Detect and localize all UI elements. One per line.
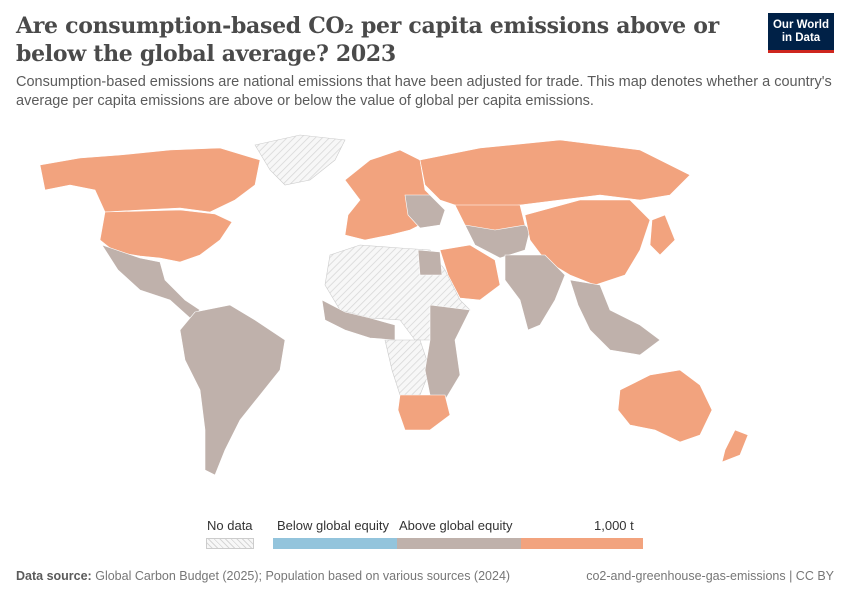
legend-max-label: 1,000 t <box>594 518 634 533</box>
source-label: Data source: <box>16 569 92 583</box>
region-canada-alaska[interactable] <box>39 147 261 213</box>
region-southern-africa[interactable] <box>397 394 451 431</box>
legend-below-swatch[interactable] <box>273 538 397 549</box>
region-central-africa[interactable] <box>384 339 431 396</box>
world-map[interactable] <box>0 125 850 505</box>
legend-no-data-swatch[interactable] <box>206 538 254 549</box>
region-egypt[interactable] <box>417 249 443 276</box>
owid-logo[interactable]: Our World in Data <box>768 13 834 53</box>
region-mexico-central-america[interactable] <box>101 244 201 319</box>
region-middle-east[interactable] <box>439 244 501 301</box>
region-australia[interactable] <box>617 369 713 443</box>
legend-mid-swatch[interactable] <box>397 538 521 549</box>
legend-above-label: Above global equity <box>399 518 513 533</box>
chart-subtitle: Consumption-based emissions are national… <box>16 74 832 109</box>
region-east-southern-africa[interactable] <box>424 304 471 401</box>
region-korea-japan[interactable] <box>649 214 676 256</box>
chart-slug-license[interactable]: co2-and-greenhouse-gas-emissions | CC BY <box>586 569 834 583</box>
chart-title: Are consumption-based CO₂ per capita emi… <box>16 13 719 67</box>
legend-above-swatch[interactable] <box>521 538 643 549</box>
region-south-asia[interactable] <box>504 254 566 331</box>
region-russia[interactable] <box>419 139 691 211</box>
region-southeast-asia[interactable] <box>569 279 661 356</box>
source-text: Global Carbon Budget (2025); Population … <box>95 569 511 583</box>
region-south-america[interactable] <box>179 304 286 476</box>
region-china-mongolia[interactable] <box>524 199 651 286</box>
region-greenland[interactable] <box>254 134 346 186</box>
legend-no-data-label: No data <box>207 518 253 533</box>
map-legend: No data Below global equity Above global… <box>0 518 850 554</box>
data-source: Data source: Global Carbon Budget (2025)… <box>16 569 510 583</box>
legend-below-label: Below global equity <box>277 518 390 533</box>
region-kazakhstan[interactable] <box>454 204 526 231</box>
region-eastern-europe[interactable] <box>404 194 446 229</box>
region-new-zealand[interactable] <box>721 429 749 463</box>
